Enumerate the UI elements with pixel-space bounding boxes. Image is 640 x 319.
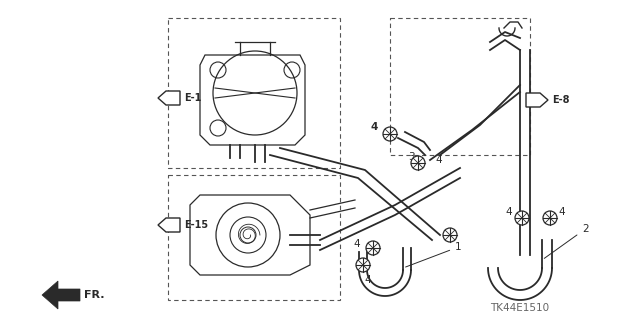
Text: 4: 4 xyxy=(506,207,512,217)
Bar xyxy=(390,18,530,155)
Circle shape xyxy=(543,211,557,225)
Polygon shape xyxy=(526,93,548,107)
Circle shape xyxy=(411,156,425,170)
Text: E-1: E-1 xyxy=(184,93,202,103)
Circle shape xyxy=(366,241,380,255)
Circle shape xyxy=(356,258,370,272)
Polygon shape xyxy=(158,91,180,105)
Bar xyxy=(168,18,340,168)
Circle shape xyxy=(383,127,397,141)
Text: 4: 4 xyxy=(365,275,371,285)
Text: 1: 1 xyxy=(406,242,461,267)
Circle shape xyxy=(515,211,529,225)
Bar xyxy=(168,175,340,300)
Polygon shape xyxy=(158,218,180,232)
Text: 4: 4 xyxy=(353,239,360,249)
Text: E-8: E-8 xyxy=(552,95,570,105)
Text: E-15: E-15 xyxy=(184,220,208,230)
Text: 4: 4 xyxy=(435,155,442,165)
Polygon shape xyxy=(42,281,80,309)
Text: TK44E1510: TK44E1510 xyxy=(490,303,549,313)
Text: 4: 4 xyxy=(371,122,378,132)
Circle shape xyxy=(443,228,457,242)
Text: 2: 2 xyxy=(544,224,589,258)
Text: FR.: FR. xyxy=(84,290,104,300)
Text: 4: 4 xyxy=(558,207,564,217)
Text: 3: 3 xyxy=(408,152,415,162)
